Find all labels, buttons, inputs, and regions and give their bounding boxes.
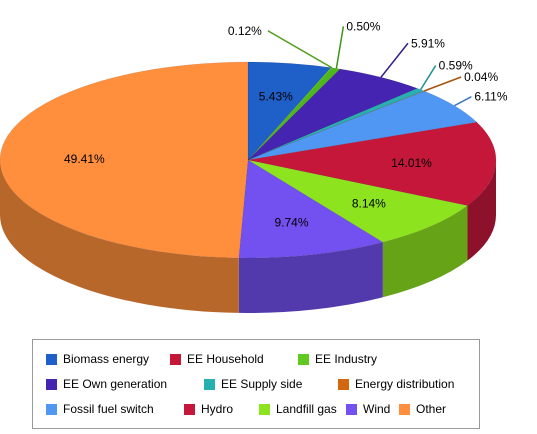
- slice-label: 8.14%: [352, 197, 386, 211]
- legend-swatch: [46, 378, 57, 390]
- slice-label: 5.91%: [411, 36, 445, 50]
- slice-side: [467, 160, 496, 261]
- leader-lines: [267, 26, 472, 107]
- slice-label: 5.43%: [259, 89, 293, 103]
- legend-swatch: [259, 403, 270, 415]
- pie-slices: [0, 61, 497, 313]
- slice-label: 6.11%: [474, 90, 507, 104]
- legend-item: EE Household: [170, 352, 264, 366]
- legend-item: Biomass energy: [46, 352, 149, 366]
- legend-swatch: [46, 403, 57, 415]
- legend-swatch: [170, 353, 181, 365]
- slice-landfill-gas: [247, 159, 469, 243]
- legend-swatch: [338, 378, 349, 390]
- slice-label: 0.50%: [346, 19, 380, 33]
- slice-hydro: [247, 121, 497, 206]
- leader-line: [267, 30, 333, 69]
- legend-label: Biomass energy: [63, 352, 150, 366]
- pie-chart: 5.43% 0.12% 0.50% 5.91% 0.59%0.04% 6.11% 14.01…: [0, 19, 508, 313]
- leader-line: [380, 42, 409, 78]
- slice-label: 0.12%: [228, 24, 262, 38]
- legend-item: EE Industry: [298, 352, 377, 366]
- legend-swatch: [346, 403, 357, 415]
- slice-other: [0, 61, 249, 259]
- slice-side: [382, 205, 468, 298]
- legend-label: Wind: [363, 402, 391, 416]
- slice-side: [0, 160, 239, 313]
- slice-label: 9.74%: [274, 215, 308, 229]
- legend-item: Energy distribution: [338, 377, 454, 391]
- legend-item: Fossil fuel switch: [46, 402, 154, 416]
- legend-swatch: [298, 353, 309, 365]
- legend-item: Other: [399, 402, 446, 416]
- legend-label: Hydro: [201, 402, 234, 416]
- slice-label: 0.04%: [464, 70, 498, 84]
- legend: Biomass energy EE Household EE Industry EE …: [32, 339, 480, 429]
- legend-item: Wind: [346, 402, 390, 416]
- legend-item: EE Own generation: [46, 377, 167, 391]
- legend-label: EE Household: [187, 352, 264, 366]
- leader-line: [454, 95, 472, 107]
- slice-side: [238, 242, 383, 313]
- legend-label: EE Industry: [315, 352, 378, 366]
- leader-line: [335, 26, 345, 69]
- leader-line: [423, 76, 462, 92]
- legend-item: Landfill gas: [259, 402, 337, 416]
- legend-swatch: [204, 378, 215, 390]
- legend-label: EE Own generation: [63, 377, 168, 391]
- legend-label: Other: [416, 402, 447, 416]
- legend-item: EE Supply side: [204, 377, 302, 391]
- slice-label: 49.41%: [64, 152, 105, 166]
- slice-labels: 5.43% 0.12% 0.50% 5.91% 0.59%0.04% 6.11% 14.01…: [64, 19, 508, 229]
- slice-label: 14.01%: [391, 156, 432, 170]
- legend-label: Fossil fuel switch: [63, 402, 154, 416]
- slice-wind: [238, 159, 384, 259]
- slice-label: 0.59%: [439, 59, 473, 73]
- legend-swatch: [184, 403, 195, 415]
- legend-label: Landfill gas: [276, 402, 337, 416]
- legend-label: Energy distribution: [355, 377, 455, 391]
- legend-swatch: [46, 353, 57, 365]
- legend-swatch: [399, 403, 410, 415]
- leader-line: [420, 65, 437, 91]
- legend-item: Hydro: [184, 402, 233, 416]
- legend-label: EE Supply side: [221, 377, 303, 391]
